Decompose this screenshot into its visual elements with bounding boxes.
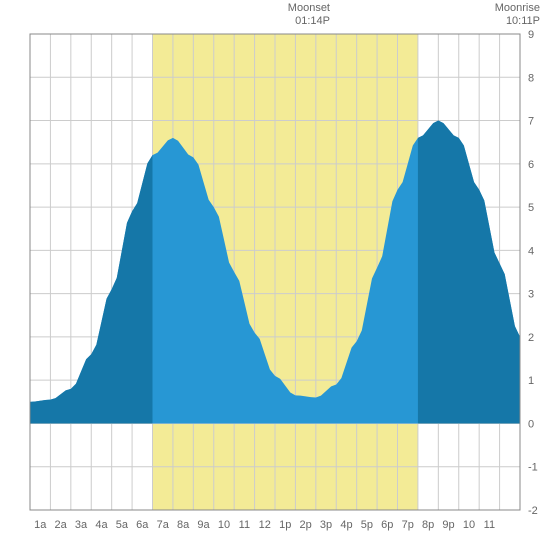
x-tick-label: 5a	[116, 519, 129, 531]
y-tick-label: 8	[528, 72, 534, 84]
y-tick-label: 1	[528, 375, 534, 387]
x-tick-label: 9a	[197, 519, 210, 531]
x-tick-label: 12	[259, 519, 271, 531]
y-tick-label: 6	[528, 159, 534, 171]
y-tick-label: 9	[528, 29, 534, 41]
x-tick-label: 1p	[279, 519, 291, 531]
y-tick-label: 2	[528, 332, 534, 344]
x-tick-label: 11	[239, 519, 250, 531]
moonrise-label: Moonrise	[480, 2, 540, 15]
x-tick-label: 1a	[34, 519, 47, 531]
moonset-time: 01:14P	[270, 15, 330, 28]
x-tick-label: 7p	[402, 519, 414, 531]
y-tick-label: 4	[528, 245, 534, 257]
tide-chart-container: Moonset 01:14P Moonrise 10:11P -2-101234…	[0, 0, 550, 550]
x-tick-label: 2p	[300, 519, 312, 531]
y-tick-label: 3	[528, 289, 534, 301]
tide-chart: -2-101234567891a2a3a4a5a6a7a8a9a1011121p…	[0, 0, 550, 550]
x-tick-label: 9p	[442, 519, 454, 531]
y-tick-label: 7	[528, 116, 534, 128]
x-tick-label: 6a	[136, 519, 149, 531]
x-tick-label: 11	[484, 519, 495, 531]
x-tick-label: 6p	[381, 519, 393, 531]
x-tick-label: 10	[218, 519, 230, 531]
moonset-block: Moonset 01:14P	[270, 2, 330, 28]
x-tick-label: 5p	[361, 519, 373, 531]
x-tick-label: 10	[463, 519, 475, 531]
x-tick-label: 8a	[177, 519, 190, 531]
y-tick-label: 5	[528, 202, 534, 214]
moonrise-block: Moonrise 10:11P	[480, 2, 540, 28]
x-tick-label: 4p	[340, 519, 352, 531]
moonset-label: Moonset	[270, 2, 330, 15]
x-tick-label: 2a	[55, 519, 68, 531]
x-tick-label: 3p	[320, 519, 332, 531]
x-tick-label: 3a	[75, 519, 88, 531]
y-tick-label: -2	[528, 505, 538, 517]
y-tick-label: 0	[528, 418, 534, 430]
y-tick-label: -1	[528, 462, 538, 474]
x-tick-label: 4a	[95, 519, 108, 531]
moonrise-time: 10:11P	[480, 15, 540, 28]
x-tick-label: 7a	[157, 519, 170, 531]
x-tick-label: 8p	[422, 519, 434, 531]
